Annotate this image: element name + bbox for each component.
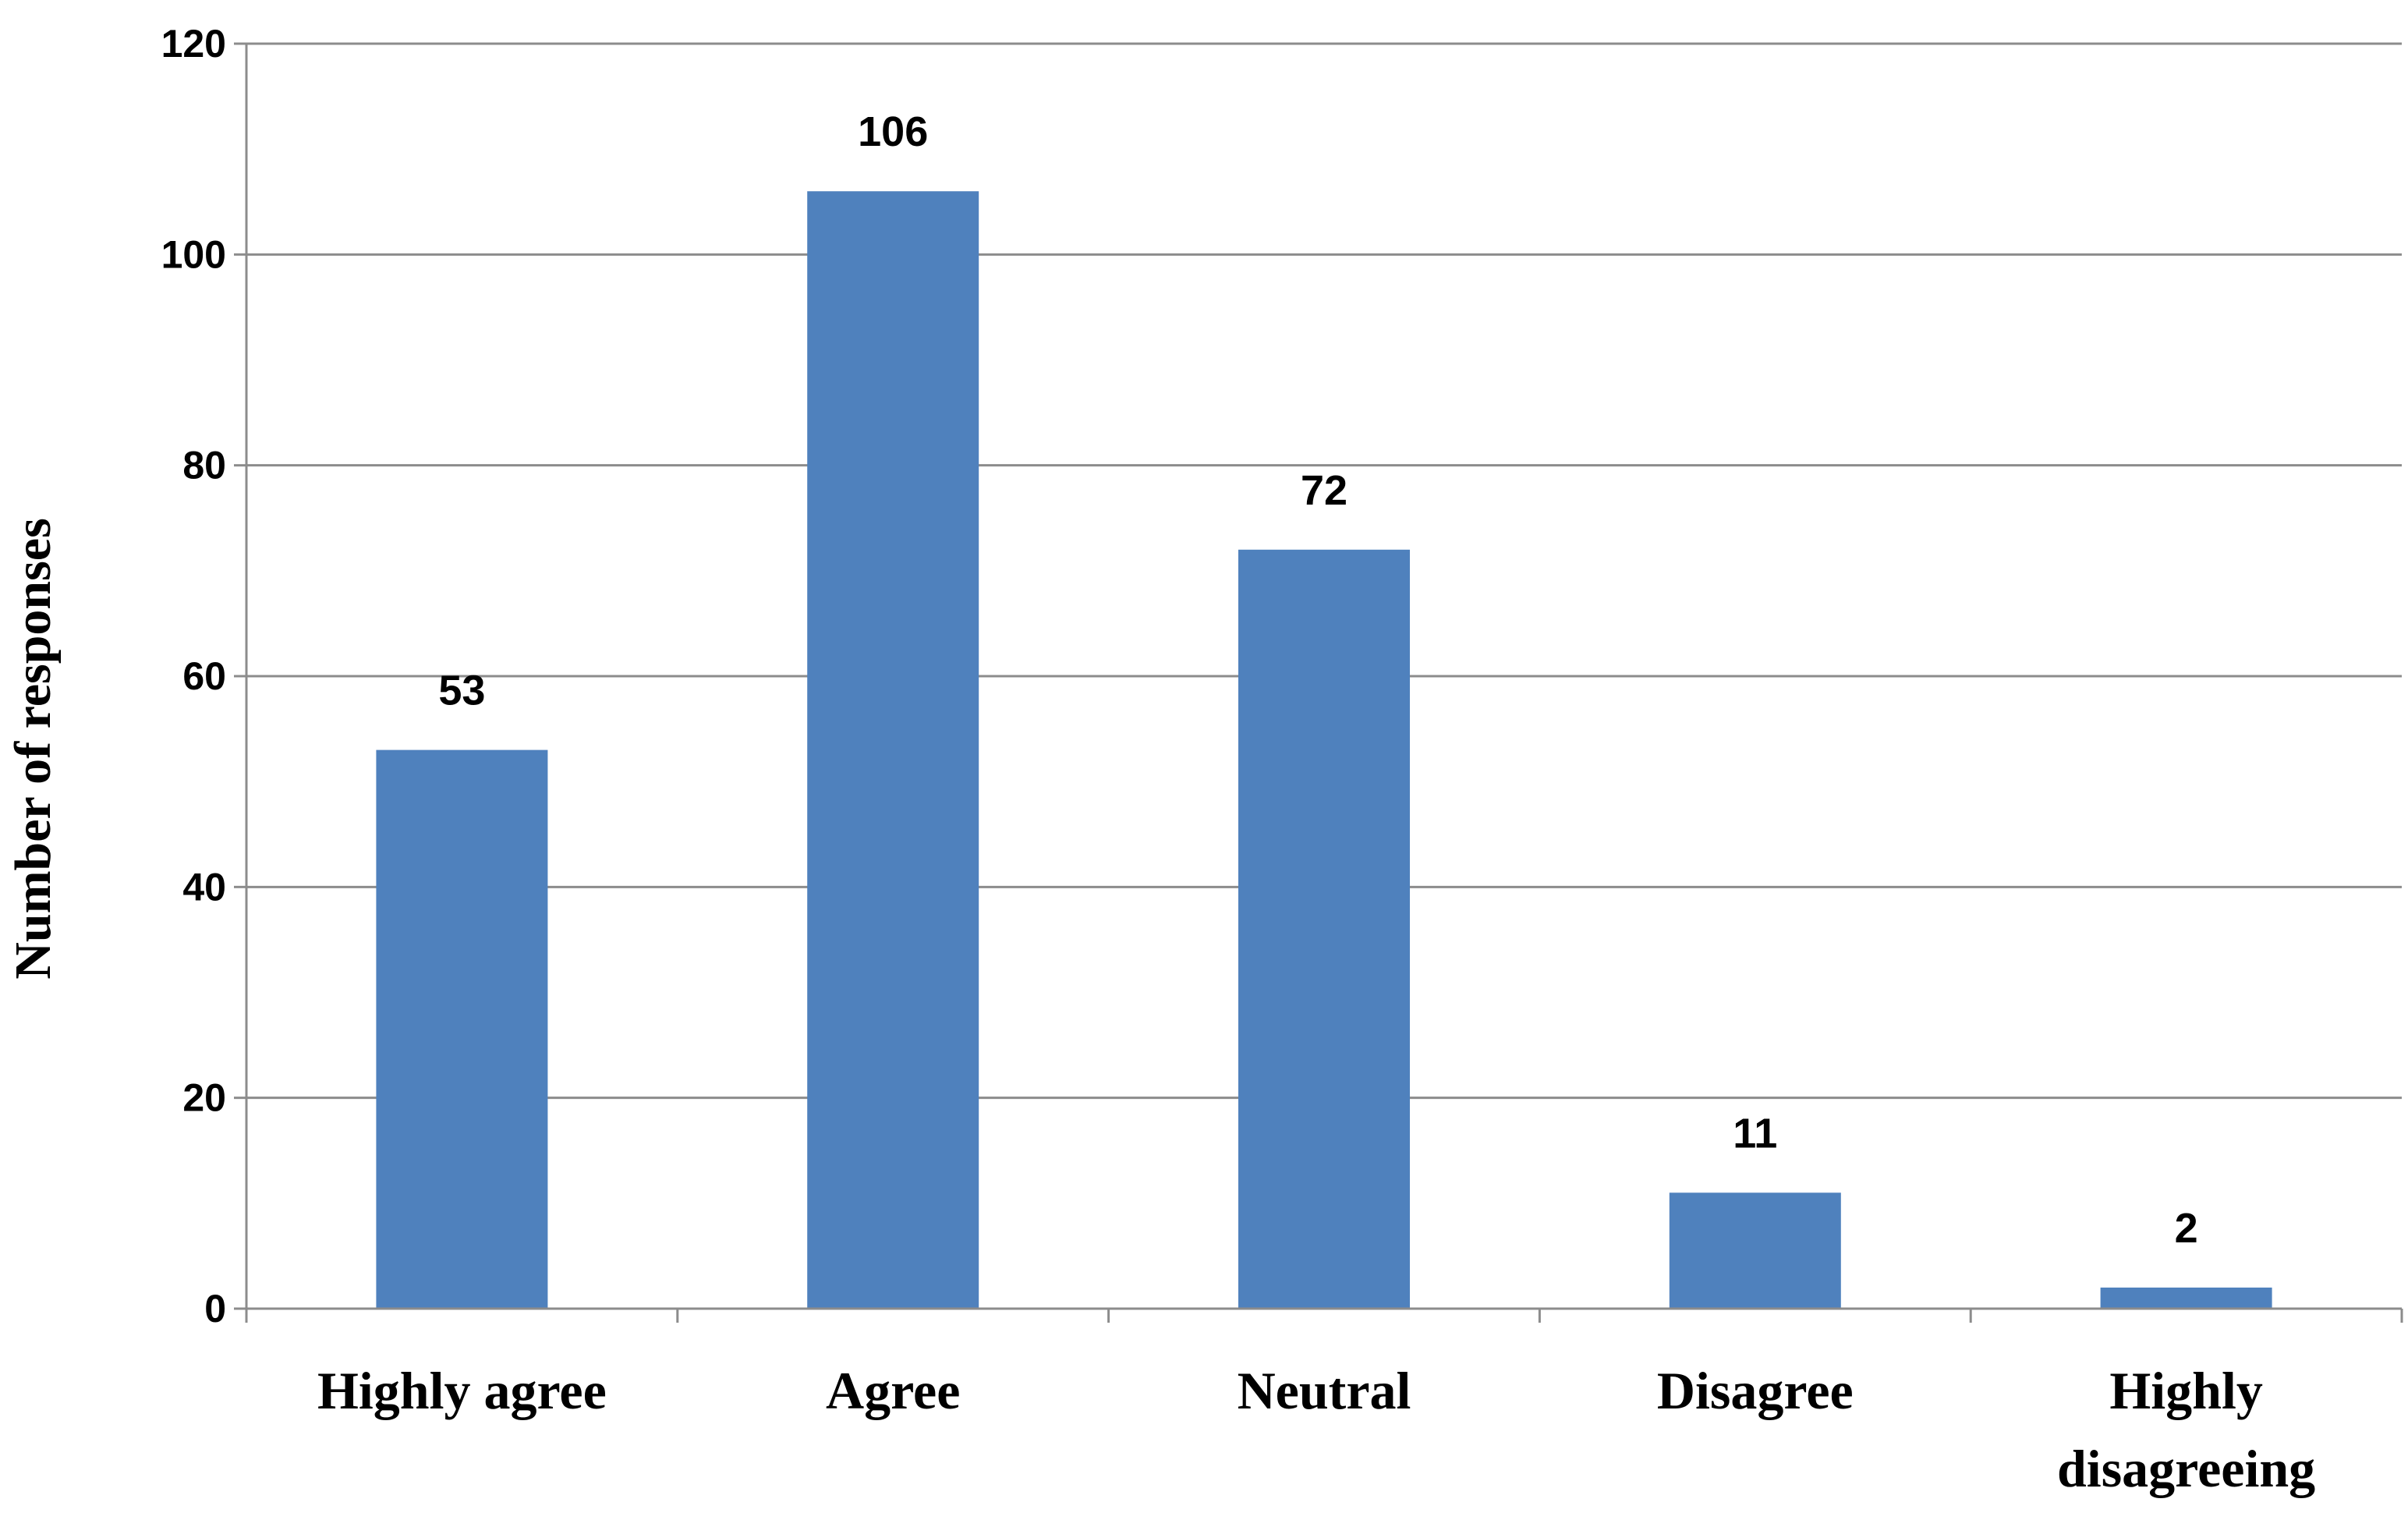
data-label: 72: [1301, 467, 1347, 514]
bar: [376, 749, 548, 1309]
y-tick-label: 60: [182, 654, 226, 698]
y-tick-label: 80: [182, 444, 226, 487]
y-tick-label: 120: [161, 22, 226, 66]
data-label: 53: [438, 668, 485, 714]
bar: [2100, 1287, 2272, 1309]
y-tick-label: 100: [161, 232, 226, 276]
y-axis-title: Number of responses: [5, 518, 62, 980]
x-category-label: disagreeing: [2057, 1439, 2315, 1498]
y-tick-label: 40: [182, 865, 226, 909]
x-category-label: Highly agree: [317, 1361, 607, 1420]
y-tick-label: 20: [182, 1076, 226, 1120]
data-label: 106: [858, 108, 928, 155]
data-label: 2: [2175, 1205, 2198, 1252]
x-category-label: Agree: [826, 1361, 960, 1420]
x-category-label: Highly: [2109, 1361, 2263, 1420]
y-tick-label: 0: [204, 1287, 226, 1330]
bar: [807, 191, 979, 1309]
bar: [1669, 1192, 1841, 1309]
x-category-label: Disagree: [1657, 1361, 1854, 1420]
bars: [376, 191, 2272, 1309]
x-category-label: Neutral: [1238, 1361, 1411, 1420]
axes: [234, 42, 2403, 1323]
bar: [1238, 549, 1410, 1309]
labels: 0 20 40 60 80 100 120 53 Highly agree 106 Agree 72 N…: [161, 22, 2316, 1498]
data-label: 11: [1733, 1110, 1777, 1157]
